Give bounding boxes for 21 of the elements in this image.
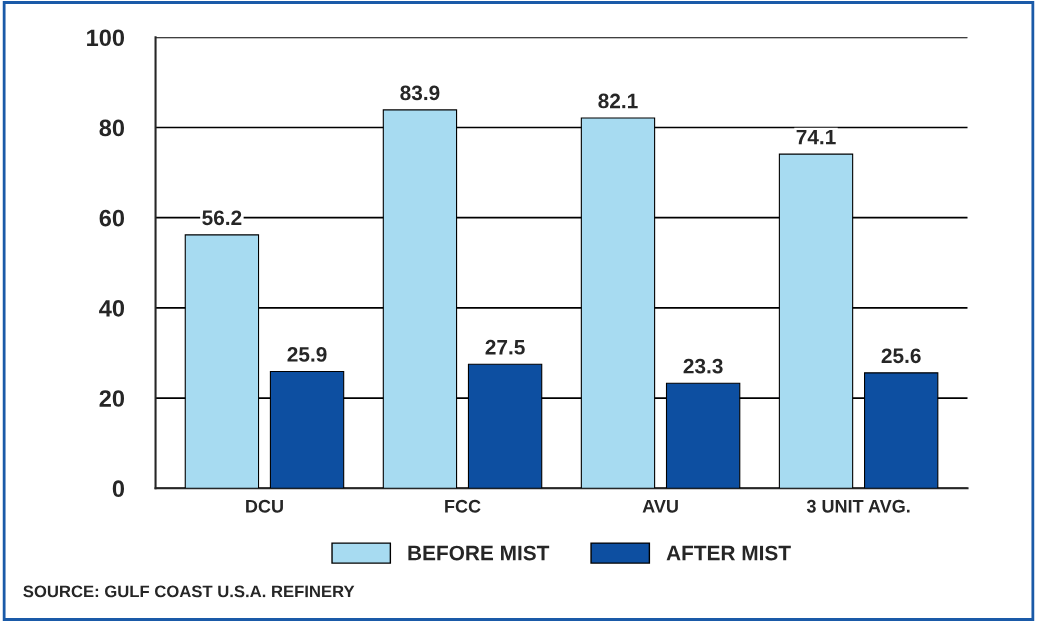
y-tick-label: 60 [99, 209, 125, 227]
legend-label: BEFORE MIST [408, 545, 550, 561]
y-tick-label: 80 [99, 119, 125, 137]
y-tick-label: 20 [99, 390, 125, 407]
legend-label: AFTER MIST [666, 545, 791, 561]
data-label: 27.5 [485, 339, 525, 355]
x-tick-label: DCU [246, 499, 283, 513]
x-tick-label: FCC [445, 499, 481, 513]
y-tick-label: 40 [99, 299, 125, 317]
x-tick-label: AVU [642, 500, 678, 513]
x-tick-label: 3 UNIT AVG. [806, 499, 910, 513]
y-tick-label: 100 [87, 29, 125, 47]
source-note: SOURCE: GULF COAST U.S.A. REFINERY [23, 585, 355, 598]
data-label: 82.1 [598, 93, 638, 109]
data-label: 25.6 [881, 348, 921, 364]
data-label: 83.9 [400, 85, 440, 101]
data-label: 56.2 [202, 210, 242, 226]
data-label: 74.1 [796, 129, 836, 145]
y-tick-label: 0 [112, 480, 125, 498]
data-label: 23.3 [683, 358, 723, 374]
data-label: 25.9 [287, 347, 327, 362]
